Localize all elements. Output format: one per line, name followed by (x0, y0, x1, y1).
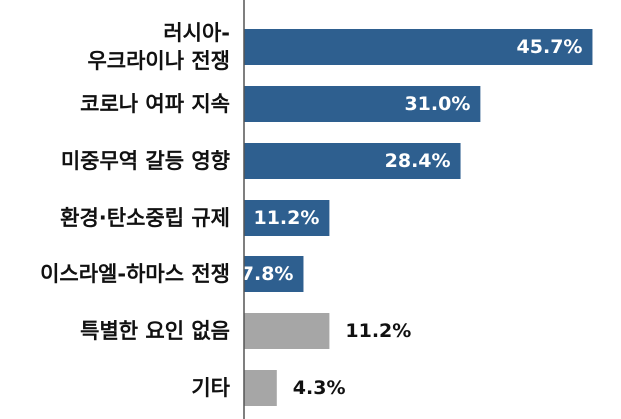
category-label-3: 환경·탄소중립 규제 (60, 206, 230, 230)
value-label-6: 4.3% (293, 377, 346, 399)
category-label-1: 코로나 여파 지속 (80, 92, 230, 116)
category-label-0-line-0: 러시아- (163, 21, 230, 45)
category-label-2: 미중무역 갈등 영향 (61, 149, 230, 173)
value-label-4: 7.8% (241, 263, 294, 285)
value-label-1: 31.0% (404, 93, 470, 115)
bar-4 (244, 256, 304, 292)
value-labels-group: 45.7% 31.0% 28.4% 11.2% 7.8% 11.2% 4.3% (241, 36, 583, 399)
category-label-0-line-1: 우크라이나 전쟁 (87, 49, 230, 73)
bar-1 (244, 86, 481, 122)
bar-3 (244, 200, 330, 236)
value-label-3: 11.2% (253, 207, 319, 229)
value-label-2: 28.4% (385, 150, 451, 172)
value-label-0: 45.7% (517, 36, 583, 58)
bar-5 (244, 313, 330, 349)
category-label-6: 기타 (191, 376, 230, 400)
category-label-4: 이스라엘-하마스 전쟁 (40, 262, 230, 286)
value-label-5: 11.2% (345, 320, 411, 342)
bar-2 (244, 143, 461, 179)
bar-0 (244, 29, 593, 65)
category-label-5: 특별한 요인 없음 (80, 319, 230, 343)
bars-group (244, 29, 593, 406)
bar-6 (244, 370, 277, 406)
